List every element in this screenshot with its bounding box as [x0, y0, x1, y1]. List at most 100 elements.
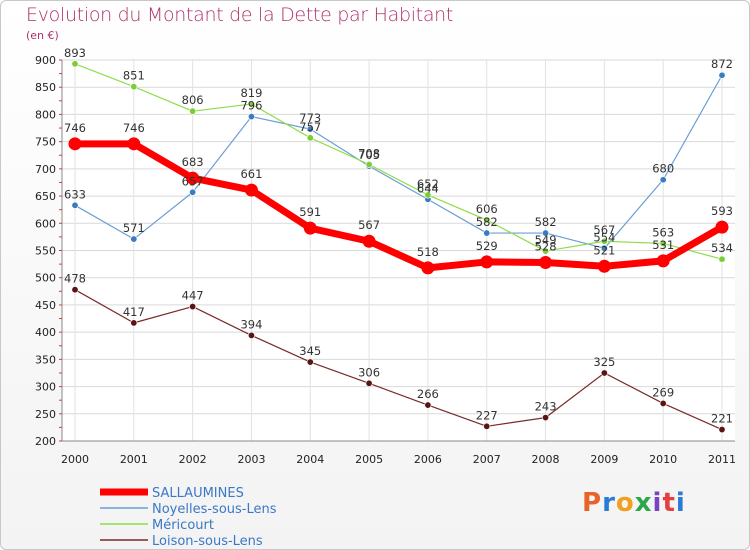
legend-entry: Loison-sous-Lens [152, 534, 263, 549]
series-line [74, 289, 723, 431]
series-line [74, 63, 723, 260]
x-tick-label: 2001 [120, 453, 148, 466]
x-tick-label: 2010 [649, 453, 677, 466]
data-label: 773 [299, 111, 321, 125]
data-point [365, 379, 373, 387]
data-label: 661 [240, 167, 262, 181]
data-label: 554 [593, 230, 615, 244]
data-point [718, 71, 726, 79]
data-point [68, 137, 82, 151]
y-tick-label: 600 [35, 217, 56, 230]
data-point [600, 244, 608, 252]
x-tick-label: 2011 [708, 453, 736, 466]
data-point [189, 188, 197, 196]
data-label: 819 [240, 86, 262, 100]
y-tick-label: 200 [35, 435, 56, 448]
data-label: 221 [711, 412, 733, 426]
data-point [597, 259, 611, 273]
data-point [542, 247, 550, 255]
data-point [306, 358, 314, 366]
proxiti-logo: Proxiti [582, 488, 686, 518]
data-label: 567 [593, 223, 615, 237]
data-label: 872 [711, 57, 733, 71]
x-tick-label: 2007 [473, 453, 501, 466]
y-tick-label: 350 [35, 353, 56, 366]
data-label: 243 [535, 400, 557, 414]
data-point [424, 191, 432, 199]
y-tick-label: 500 [35, 272, 56, 285]
legend-entry: Noyelles-sous-Lens [152, 502, 277, 517]
data-point [303, 221, 317, 235]
data-point [659, 176, 667, 184]
data-label: 851 [123, 69, 145, 83]
data-point [656, 254, 670, 268]
data-point [659, 399, 667, 407]
data-label: 593 [711, 204, 733, 218]
data-label: 518 [417, 245, 439, 259]
data-label: 582 [476, 215, 498, 229]
y-tick-label: 900 [35, 54, 56, 67]
data-label: 394 [240, 317, 262, 331]
data-point [189, 107, 197, 115]
x-tick-label: 2005 [355, 453, 383, 466]
data-point [247, 113, 255, 121]
data-label: 757 [299, 120, 321, 134]
data-label: 528 [535, 239, 557, 253]
chart-unit: (en €) [26, 29, 59, 42]
data-point [600, 237, 608, 245]
y-tick-label: 700 [35, 163, 56, 176]
data-point [600, 369, 608, 377]
data-point [71, 201, 79, 209]
data-point [306, 134, 314, 142]
data-label: 306 [358, 365, 380, 379]
data-point [189, 303, 197, 311]
data-point [424, 401, 432, 409]
data-label: 806 [182, 93, 204, 107]
data-label: 478 [64, 272, 86, 286]
data-point [306, 125, 314, 133]
data-label: 708 [358, 147, 380, 161]
data-label: 606 [476, 202, 498, 216]
data-point [718, 255, 726, 263]
data-point [483, 422, 491, 430]
data-point [71, 286, 79, 294]
data-label: 746 [123, 121, 145, 135]
data-label: 652 [417, 177, 439, 191]
data-label: 705 [358, 148, 380, 162]
data-label: 534 [711, 241, 733, 255]
x-tick-label: 2003 [237, 453, 265, 466]
data-label: 447 [182, 289, 204, 303]
data-label: 582 [535, 215, 557, 229]
data-point [715, 220, 729, 234]
data-label: 521 [593, 243, 615, 257]
data-label: 531 [652, 238, 674, 252]
data-label: 567 [358, 218, 380, 232]
chart-title: Evolution du Montant de la Dette par Hab… [26, 4, 454, 26]
data-point [71, 60, 79, 68]
data-point [421, 261, 435, 275]
series-line [71, 140, 726, 272]
data-label: 549 [535, 233, 557, 247]
data-label: 227 [476, 408, 498, 422]
data-label: 633 [64, 187, 86, 201]
data-label: 893 [64, 46, 86, 60]
data-point [362, 234, 376, 248]
data-label: 680 [652, 162, 674, 176]
legend-entry: SALLAUMINES [152, 486, 244, 501]
legend-entry: Méricourt [152, 518, 214, 533]
x-tick-label: 2008 [532, 453, 560, 466]
data-label: 417 [123, 305, 145, 319]
data-point [483, 216, 491, 224]
data-point [127, 137, 141, 151]
data-label: 683 [182, 155, 204, 169]
data-point [186, 171, 200, 185]
x-tick-label: 2009 [590, 453, 618, 466]
data-point [244, 183, 258, 197]
data-point [718, 426, 726, 434]
data-point [130, 83, 138, 91]
y-tick-label: 400 [35, 326, 56, 339]
data-label: 746 [64, 121, 86, 135]
y-tick-label: 750 [35, 136, 56, 149]
data-point [542, 414, 550, 422]
